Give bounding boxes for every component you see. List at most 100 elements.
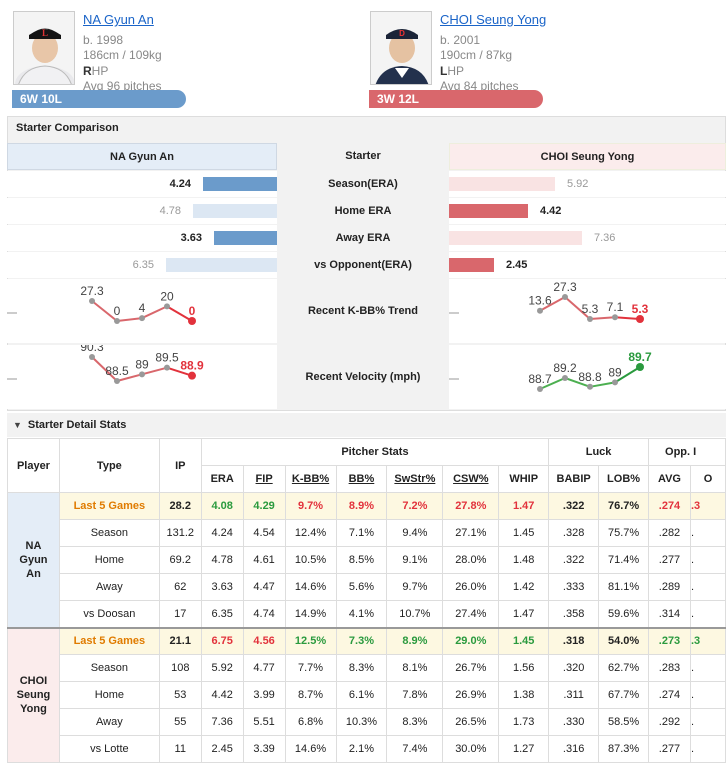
trend-value-label: 5.3 [582, 302, 599, 316]
stat-cell: 6.1% [335, 681, 388, 709]
col-babip[interactable]: BABIP [548, 465, 600, 493]
comparison-value-left: 4.78 [159, 205, 181, 217]
stat-cell: 4.77 [242, 654, 286, 682]
avg-pitches: Avg 96 pitches [83, 79, 162, 93]
stat-cell: 4.29 [242, 492, 286, 520]
comparison-bar-left [166, 258, 277, 272]
player-name-link[interactable]: NA Gyun An [83, 12, 154, 27]
detail-title: Starter Detail Stats [27, 419, 127, 431]
stat-cell: 9.4% [386, 519, 444, 547]
trend-segment [166, 366, 193, 377]
trend-segment [166, 305, 193, 322]
row-type: vs Doosan [58, 600, 160, 628]
table-row: vs Lotte 11 2.45 3.39 14.6% 2.1% 7.4% 30.0% 1.27… [8, 735, 726, 763]
row-type: Away [58, 573, 160, 601]
row-type: Season [58, 519, 160, 547]
stat-cell: .282 [648, 519, 691, 547]
detail-section-toggle[interactable]: ▼ Starter Detail Stats [7, 413, 726, 437]
stat-cell: 30.0% [442, 735, 500, 763]
trend-segment [116, 373, 143, 382]
col-bb[interactable]: BB% [335, 465, 388, 493]
height-weight: 190cm / 87kg [440, 48, 513, 62]
trend-point [587, 316, 593, 322]
trend-segment [91, 356, 118, 382]
col-kbb[interactable]: K-BB% [284, 465, 337, 493]
stat-cell: .314 [648, 600, 691, 628]
trend-value-label: 13.6 [528, 294, 552, 308]
table-row: CHOI Seung Yong Last 5 Games 21.1 6.75 4.56 12.… [7, 626, 726, 763]
trend-point [562, 294, 568, 300]
trend-segment [141, 305, 168, 319]
stat-cell: 3.99 [242, 681, 286, 709]
col-avg[interactable]: AVG [648, 465, 691, 493]
stat-cell: 67.7% [598, 681, 650, 709]
player-cell: NA Gyun An [7, 492, 60, 628]
stat-cell: 7.8% [386, 681, 444, 709]
stat-cell: 4.78 [200, 546, 244, 574]
comparison-label: vs Opponent(ERA) [314, 259, 412, 271]
group-luck: Luck [548, 438, 650, 466]
trend-value-label: 89 [608, 365, 622, 379]
stat-cell: .330 [548, 708, 600, 736]
stat-cell: 2.1% [335, 735, 388, 763]
col-era[interactable]: ERA [200, 465, 244, 493]
col-swstr[interactable]: SwStr% [386, 465, 444, 493]
stat-cell: 11 [158, 735, 202, 763]
stat-cell: .283 [648, 654, 691, 682]
col-lob[interactable]: LOB% [598, 465, 650, 493]
trend-value-label: 27.3 [80, 284, 104, 298]
stat-cell: 53 [158, 681, 202, 709]
comparison-right-cell: 7.36 [449, 225, 726, 251]
stat-cell: 10.5% [284, 546, 337, 574]
col-fip[interactable]: FIP [242, 465, 286, 493]
svg-text:D: D [399, 29, 405, 38]
trend-segment [564, 377, 591, 388]
comparison-right-cell: 5.92 [449, 171, 726, 197]
stat-cell: 1.27 [498, 735, 550, 763]
stat-cell: .358 [548, 600, 600, 628]
stat-cell: 1.45 [498, 626, 550, 655]
stat-cell: 87.3% [598, 735, 650, 763]
stat-cell: . [689, 654, 726, 682]
trend-segment [116, 317, 143, 322]
stat-cell: 8.5% [335, 546, 388, 574]
stat-cell: 9.7% [284, 492, 337, 520]
stat-cell: 28.2 [158, 492, 202, 520]
player-card-choi: D CHOI Seung Yong b. 2001 190cm / 87kg L… [369, 0, 547, 108]
comparison-label: Away ERA [335, 232, 391, 244]
trend-point [114, 318, 120, 324]
stat-cell: 8.3% [335, 654, 388, 682]
stat-cell: 1.47 [498, 492, 550, 520]
stat-cell: 4.08 [200, 492, 244, 520]
stat-cell: 26.0% [442, 573, 500, 601]
col-o[interactable]: O [689, 465, 726, 493]
comparison-bar-left [203, 177, 277, 191]
stat-cell: . [689, 681, 726, 709]
trend-point [139, 371, 145, 378]
stat-cell: . [689, 735, 726, 763]
trend-point [636, 315, 644, 323]
stat-cell: 14.6% [284, 735, 337, 763]
comparison-bar-left [214, 231, 277, 245]
player-cell: CHOI Seung Yong [7, 626, 60, 763]
trend-point [89, 354, 95, 360]
table-row: Home 53 4.42 3.99 8.7% 6.1% 7.8% 26.9% 1.38.311 6… [8, 681, 726, 709]
row-type: vs Lotte [58, 735, 160, 763]
stat-cell: .274 [648, 681, 691, 709]
trend-value-label: 89.2 [553, 361, 577, 375]
player-photo: D [370, 11, 432, 85]
stat-cell: 12.4% [284, 519, 337, 547]
player-name-link[interactable]: CHOI Seung Yong [440, 12, 547, 27]
comparison-label: Home ERA [334, 205, 392, 217]
comparison-value-left: 4.24 [169, 178, 191, 190]
stat-cell: 3.39 [242, 735, 286, 763]
trend-point [89, 298, 95, 304]
col-whip[interactable]: WHIP [498, 465, 550, 493]
stat-cell: 14.6% [284, 573, 337, 601]
col-csw[interactable]: CSW% [442, 465, 500, 493]
stat-cell: 7.3% [335, 626, 388, 655]
trend-point [537, 307, 543, 314]
comparison-value-left: 3.63 [180, 232, 202, 244]
comparison-right-cell: 4.42 [449, 198, 726, 224]
throw-hand: RHP [83, 63, 109, 78]
